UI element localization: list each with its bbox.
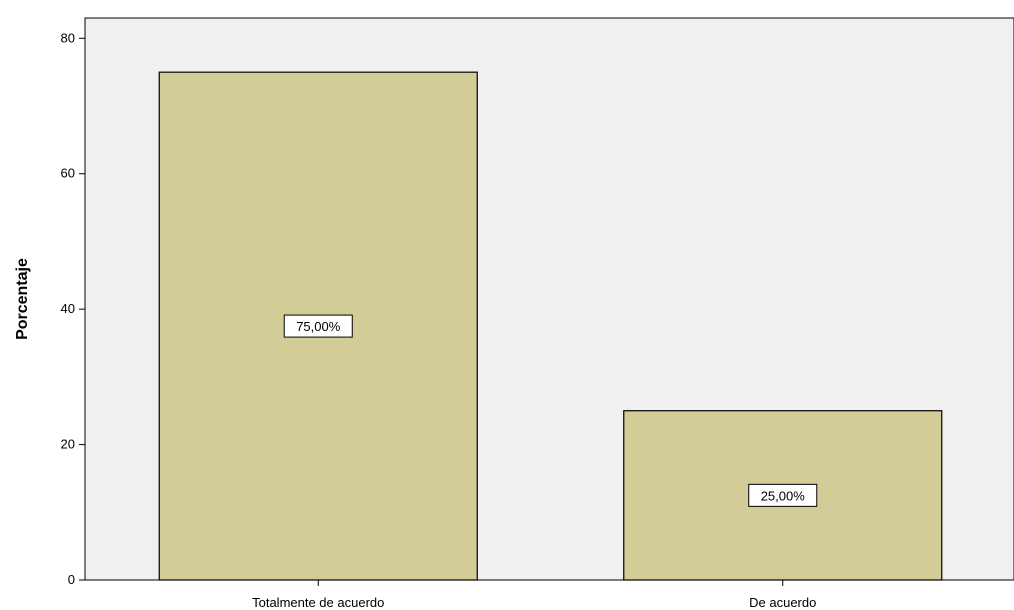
data-label: 75,00% [296,319,341,334]
y-tick-label: 40 [61,301,75,316]
x-tick-label: De acuerdo [749,595,816,610]
y-ticks-group: 0 20 40 60 80 [61,30,85,587]
y-tick-label: 0 [68,572,75,587]
data-label: 25,00% [761,488,806,503]
y-tick-label: 60 [61,166,75,181]
x-tick-label: Totalmente de acuerdo [252,595,384,610]
y-tick-label: 80 [61,30,75,45]
y-axis-title: Porcentaje [14,258,31,340]
data-label-box [748,483,818,507]
x-ticks-group: Totalmente de acuerdo De acuerdo [252,580,816,610]
bars-group: 75,00% 25,00% [158,71,943,581]
data-label-box [283,314,353,338]
y-tick-label: 20 [61,437,75,452]
